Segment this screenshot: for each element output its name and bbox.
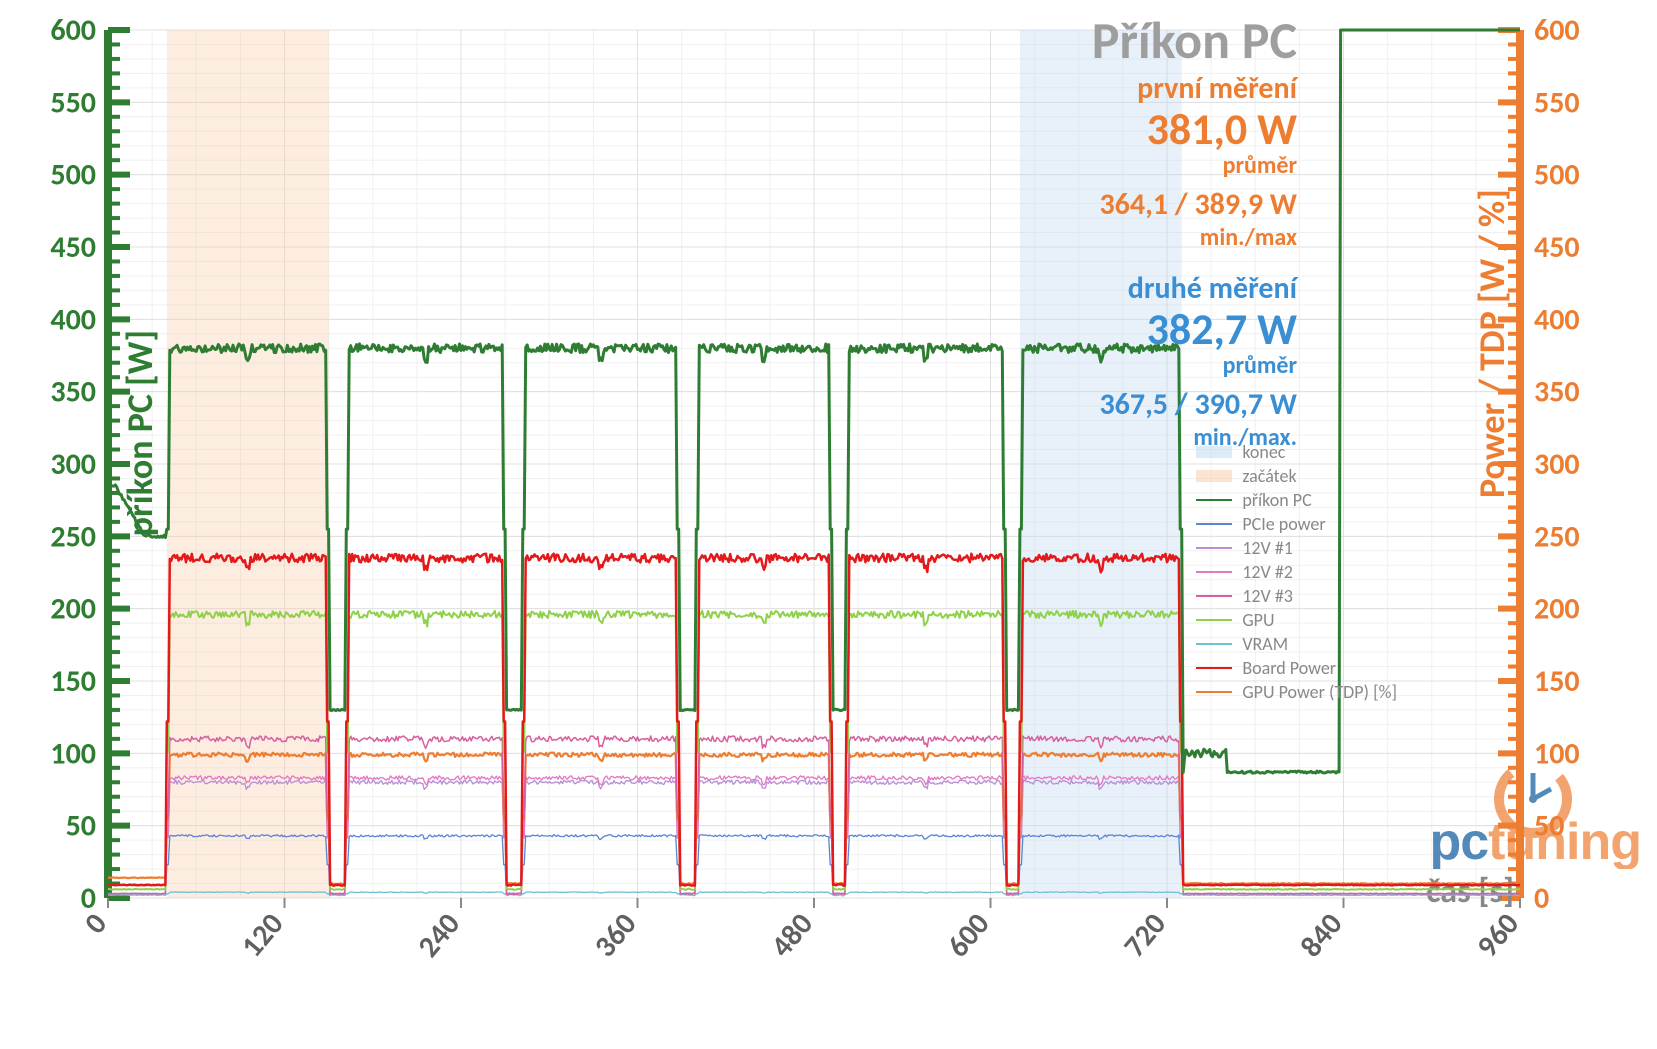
legend-swatch — [1196, 470, 1232, 482]
svg-text:150: 150 — [1534, 663, 1580, 700]
svg-text:pctuning: pctuning — [1429, 813, 1641, 869]
chart-svg: 0501001502002503003504004505005506000501… — [0, 0, 1657, 1044]
legend-label: GPU Power (TDP) [%] — [1242, 681, 1397, 703]
legend-swatch — [1196, 571, 1232, 573]
legend-label: 12V #2 — [1242, 561, 1293, 583]
legend-label: začátek — [1242, 465, 1296, 487]
svg-text:příkon PC [W]: příkon PC [W] — [118, 330, 162, 536]
svg-text:150: 150 — [50, 663, 96, 700]
svg-text:300: 300 — [50, 446, 96, 483]
legend-label: GPU — [1242, 609, 1274, 631]
m2-mm: 367,5 / 390,7 W — [1099, 386, 1297, 423]
svg-text:240: 240 — [410, 906, 468, 965]
svg-text:250: 250 — [50, 518, 96, 555]
svg-text:100: 100 — [50, 735, 96, 772]
legend-row: GPU Power (TDP) [%] — [1196, 680, 1397, 704]
legend-swatch — [1196, 619, 1232, 621]
svg-text:450: 450 — [1534, 229, 1580, 266]
legend-label: 12V #1 — [1242, 537, 1293, 559]
svg-text:550: 550 — [1534, 84, 1580, 121]
svg-text:720: 720 — [1116, 906, 1174, 965]
legend-row: GPU — [1196, 608, 1397, 632]
legend-row: 12V #3 — [1196, 584, 1397, 608]
legend-label: PCIe power — [1242, 513, 1325, 535]
svg-text:400: 400 — [50, 301, 96, 338]
legend-row: 12V #1 — [1196, 536, 1397, 560]
annotation-measurement-2: druhé měření 382,7 W průměr 367,5 / 390,… — [1099, 270, 1297, 452]
legend-row: VRAM — [1196, 632, 1397, 656]
legend-label: konec — [1242, 441, 1285, 463]
legend-row: PCIe power — [1196, 512, 1397, 536]
svg-text:čas [s]: čas [s] — [1426, 871, 1514, 912]
svg-text:200: 200 — [50, 591, 96, 628]
svg-text:350: 350 — [50, 374, 96, 411]
chart-container: 0501001502002503003504004505005506000501… — [0, 0, 1657, 1044]
svg-text:840: 840 — [1293, 906, 1351, 965]
legend-swatch — [1196, 499, 1232, 501]
svg-text:Power / TDP [W / %]: Power / TDP [W / %] — [1470, 189, 1514, 498]
annotation-measurement-1: první měření 381,0 W průměr 364,1 / 389,… — [1099, 70, 1297, 252]
svg-text:550: 550 — [50, 84, 96, 121]
svg-text:600: 600 — [1534, 12, 1580, 49]
m1-avg: 381,0 W — [1099, 107, 1297, 151]
svg-text:0: 0 — [1534, 880, 1549, 917]
svg-text:200: 200 — [1534, 591, 1580, 628]
legend-label: Board Power — [1242, 657, 1336, 679]
svg-text:250: 250 — [1534, 518, 1580, 555]
legend-swatch — [1196, 691, 1232, 693]
watermark-logo: pctuning — [1383, 759, 1643, 874]
m1-mm: 364,1 / 389,9 W — [1099, 186, 1297, 223]
legend-swatch — [1196, 595, 1232, 597]
legend-row: příkon PC — [1196, 488, 1397, 512]
legend-swatch — [1196, 643, 1232, 645]
svg-text:600: 600 — [940, 906, 998, 965]
legend-row: Board Power — [1196, 656, 1397, 680]
legend-swatch — [1196, 446, 1232, 458]
svg-text:350: 350 — [1534, 374, 1580, 411]
shade-start — [167, 30, 329, 898]
legend-label: VRAM — [1242, 633, 1288, 655]
legend-label: 12V #3 — [1242, 585, 1293, 607]
svg-text:500: 500 — [50, 157, 96, 194]
legend-row: 12V #2 — [1196, 560, 1397, 584]
legend-label: příkon PC — [1242, 489, 1311, 511]
svg-text:120: 120 — [234, 906, 292, 965]
m1-mm-label: min./max — [1099, 223, 1297, 252]
svg-text:500: 500 — [1534, 157, 1580, 194]
svg-text:600: 600 — [50, 12, 96, 49]
svg-text:360: 360 — [587, 906, 645, 965]
legend-swatch — [1196, 547, 1232, 549]
legend-row: začátek — [1196, 464, 1397, 488]
svg-text:400: 400 — [1534, 301, 1580, 338]
svg-text:480: 480 — [763, 906, 821, 965]
legend: koneczačátekpříkon PCPCIe power12V #112V… — [1196, 440, 1397, 704]
svg-text:960: 960 — [1469, 906, 1527, 965]
chart-title: Příkon PC — [1092, 8, 1297, 72]
legend-swatch — [1196, 523, 1232, 525]
svg-text:50: 50 — [66, 808, 96, 845]
legend-row: konec — [1196, 440, 1397, 464]
svg-text:300: 300 — [1534, 446, 1580, 483]
m2-avg: 382,7 W — [1099, 307, 1297, 351]
svg-text:450: 450 — [50, 229, 96, 266]
legend-swatch — [1196, 667, 1232, 669]
